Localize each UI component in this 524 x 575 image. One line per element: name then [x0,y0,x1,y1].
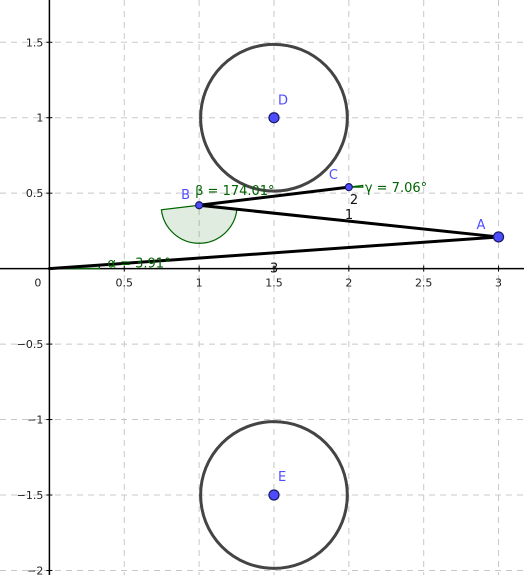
x-tick-label: 2.5 [415,277,433,290]
segment-labels: 1 2 3 [270,193,358,276]
point-d[interactable] [268,112,280,124]
point-label-d: D [278,94,288,109]
point-label-c: C [329,168,338,183]
segments[interactable] [47,185,501,271]
seg-b-c[interactable] [197,185,351,207]
y-tick-label: 0.5 [26,187,44,200]
point-e[interactable] [268,489,280,501]
y-tick-label: −1.5 [17,489,44,502]
y-tick-label: −2 [27,564,43,575]
x-tick-label: 3 [495,277,502,290]
x-tick-label: 1.5 [265,277,283,290]
x-tick-label: 0.5 [116,277,134,290]
angle-gamma-label: γ = 7.06° [365,181,427,196]
x-tick-label: 2 [345,277,352,290]
seg-a-b[interactable] [197,203,501,239]
circle-d[interactable] [199,42,349,193]
angle-alpha-label: α = 3.91° [107,257,170,272]
angle-beta-marker[interactable] [160,204,238,244]
y-tick-label: −0.5 [17,338,44,351]
point-a[interactable] [492,231,505,243]
x-tick-label: 1 [196,277,203,290]
point-label-e: E [278,470,286,485]
point-label-b: B [181,188,190,203]
segment-label-ab: 1 [345,208,353,223]
tick-labels: 0.5 1 1.5 2 2.5 31.510.5−0.5−1−1.5−20 [17,36,502,575]
circle-e[interactable] [199,420,349,570]
segment-label-origin-a: 3 [270,262,278,277]
angle-beta-label: β = 174.01° [195,184,274,199]
angle-labels: β = 174.01° γ = 7.06° α = 3.91° [107,181,427,271]
y-tick-label: 1.5 [26,36,44,49]
point-labels: A B C D E [181,94,485,485]
points[interactable] [195,112,505,501]
origin-label: 0 [34,277,41,290]
point-c[interactable] [344,183,353,192]
circles[interactable] [199,42,349,570]
point-label-a: A [477,218,486,233]
y-tick-label: 1 [36,112,43,125]
y-tick-label: −1 [27,414,43,427]
segment-label-bc: 2 [350,193,358,208]
point-b[interactable] [195,201,204,210]
seg-origin-a[interactable] [47,235,501,271]
